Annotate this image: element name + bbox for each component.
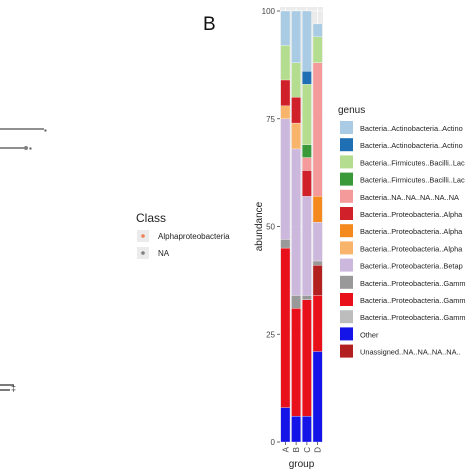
legend-label-10: Bacteria..Proteobacteria..Gamm xyxy=(360,296,466,305)
class-legend-label-2: NA xyxy=(158,249,170,258)
bar-segment-A-0 xyxy=(280,407,291,443)
bar-segment-D-8 xyxy=(312,62,323,197)
bar-segment-B-1 xyxy=(291,308,301,417)
bar-segment-D-1 xyxy=(312,295,323,352)
left-marker-mid: ▪ xyxy=(29,144,32,153)
legend-key-6 xyxy=(340,224,353,238)
left-tick-label: ‡ xyxy=(11,383,16,393)
bar-segment-A-3 xyxy=(280,239,291,249)
bar-segment-A-10 xyxy=(280,45,291,81)
bar-segment-A-1 xyxy=(280,247,291,408)
legend-key-5 xyxy=(340,207,353,220)
legend-key-10 xyxy=(340,293,353,306)
bar-segment-C-10 xyxy=(302,84,312,145)
bar-segment-C-8 xyxy=(302,157,312,171)
bar-segment-C-12 xyxy=(302,10,312,72)
x-tick-label-C: C xyxy=(303,447,312,453)
bar-segment-D-10 xyxy=(312,36,323,63)
bar-segment-B-0 xyxy=(291,415,301,443)
y-tick-label-0: 0 xyxy=(271,438,276,447)
legend-key-11 xyxy=(340,310,353,324)
bar-segment-D-12 xyxy=(312,23,323,38)
bar-segment-C-4 xyxy=(302,196,312,296)
bar-segment-C-11 xyxy=(302,71,312,85)
bar-segment-A-5 xyxy=(280,105,291,119)
legend-label-13: Unassigned..NA..NA..NA..NA.. xyxy=(360,348,461,357)
legend-key-12 xyxy=(340,327,353,341)
bar-segment-D-4 xyxy=(312,222,323,262)
class-legend-point-1 xyxy=(141,234,145,238)
legend-label-11: Bacteria..Proteobacteria..Gamm xyxy=(360,313,466,322)
left-panel-fragment: ▪ ▪ ‡ xyxy=(0,126,47,393)
genus-legend: genus Bacteria..Actinobacteria..ActinoBa… xyxy=(338,105,466,358)
left-marker-top: ▪ xyxy=(44,126,47,135)
legend-label-8: Bacteria..Proteobacteria..Betap xyxy=(360,262,463,271)
bar-segment-B-7 xyxy=(291,97,301,124)
bar-segment-C-1 xyxy=(302,299,312,417)
bar-segment-A-7 xyxy=(280,79,291,106)
legend-key-13 xyxy=(340,344,353,358)
legend-key-1 xyxy=(340,138,353,152)
legend-key-9 xyxy=(340,275,353,289)
bar-segment-A-12 xyxy=(280,10,291,46)
bar-segment-B-12 xyxy=(291,10,301,63)
panel-label: B xyxy=(203,14,216,35)
bar-segment-B-3 xyxy=(291,295,301,309)
y-tick-label-25: 25 xyxy=(266,330,275,339)
legend-label-9: Bacteria..Proteobacteria..Gamm xyxy=(360,279,466,288)
bar-segment-D-0 xyxy=(312,351,323,443)
class-legend-point-2 xyxy=(141,251,145,255)
bar-segment-D-6 xyxy=(312,196,323,223)
bars xyxy=(280,10,323,443)
legend-label-7: Bacteria..Proteobacteria..Alpha xyxy=(360,244,463,253)
legend-key-2 xyxy=(340,155,353,169)
legend-label-2: Bacteria..Firmicutes..Bacilli..Lac xyxy=(360,158,465,167)
genus-legend-title: genus xyxy=(338,105,365,116)
legend-key-8 xyxy=(340,258,353,272)
bar-segment-C-9 xyxy=(302,144,312,158)
legend-label-1: Bacteria..Actinobacteria..Actino xyxy=(360,141,463,150)
y-tick-label-100: 100 xyxy=(262,7,276,16)
y-axis-label: abundance xyxy=(254,201,265,251)
bar-segment-B-10 xyxy=(291,62,301,98)
genus-legend-items: Bacteria..Actinobacteria..Actino Bacteria… xyxy=(340,121,466,358)
x-axis-label: group xyxy=(289,459,315,470)
x-tick-label-D: D xyxy=(314,447,323,453)
bar-segment-D-2 xyxy=(312,265,323,296)
legend-key-3 xyxy=(340,172,353,186)
legend-label-6: Bacteria..Proteobacteria..Alpha xyxy=(360,227,463,236)
class-legend-title: Class xyxy=(136,211,166,225)
legend-label-0: Bacteria..Actinobacteria..Actino xyxy=(360,124,463,133)
class-legend-label-1: Alphaproteobacteria xyxy=(158,232,230,241)
bar-segment-C-0 xyxy=(302,415,312,443)
bar-segment-C-7 xyxy=(302,170,312,197)
bar-segment-C-3 xyxy=(302,295,312,300)
legend-label-3: Bacteria..Firmicutes..Bacilli..Lac xyxy=(360,176,465,185)
bar-segment-B-5 xyxy=(291,122,301,150)
y-tick-label-50: 50 xyxy=(266,223,275,232)
x-tick-label-A: A xyxy=(281,446,290,452)
left-point-mid xyxy=(24,146,28,150)
bar-segment-A-4 xyxy=(280,118,291,240)
legend-key-0 xyxy=(340,121,353,134)
y-axis-ticks: 0 25 50 75 100 xyxy=(262,7,280,447)
bar-segment-B-4 xyxy=(291,148,301,296)
bar-segment-D-3 xyxy=(312,260,323,266)
legend-label-12: Other xyxy=(360,330,379,339)
legend-label-4: Bacteria..NA..NA..NA..NA..NA xyxy=(360,193,459,202)
y-tick-label-75: 75 xyxy=(266,115,275,124)
legend-key-4 xyxy=(340,189,353,203)
legend-label-5: Bacteria..Proteobacteria..Alpha xyxy=(360,210,463,219)
x-tick-label-B: B xyxy=(292,447,301,452)
legend-key-7 xyxy=(340,241,353,255)
class-legend: Class Alphaproteobacteria NA xyxy=(136,211,230,259)
